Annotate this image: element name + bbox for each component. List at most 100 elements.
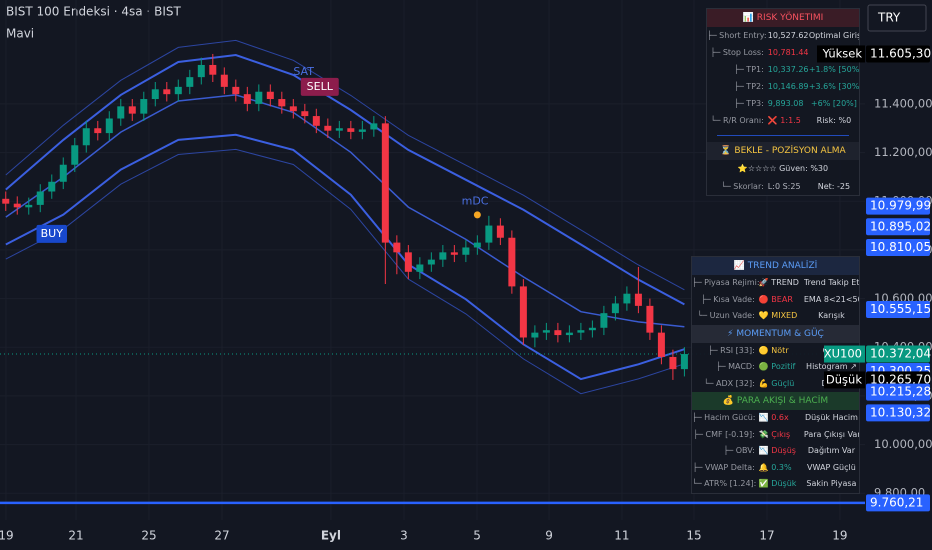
row-value: ✅ Düşük [758, 479, 797, 488]
panel-row: ├─ CMF [-0.19]: 💸 Çıkış Para Çıkışı Var [692, 427, 859, 444]
candle-body [358, 129, 366, 132]
row-note: Dağıtım Var [807, 446, 855, 455]
row-label: ├─ Hacim Gücü: [692, 413, 756, 422]
candle-body [634, 293, 642, 306]
candle-body [105, 118, 113, 134]
scores-row: └─ Skorlar: L:0 S:25 Net: -25 [707, 178, 859, 195]
candle-body [2, 198, 10, 204]
band-line [5, 53, 685, 306]
row-label: └─ R/R Oranı: [710, 116, 764, 125]
row-value: 🟡 Nötr [758, 345, 789, 355]
candle-body [623, 293, 631, 304]
candle-body [59, 164, 67, 182]
row-label: ├─ Piyasa Rejimi: [692, 278, 759, 287]
row-value: 9,893.08 [767, 99, 804, 108]
panel-row: ├─ Short Entry: 10,527.62 Optimal Giriş [707, 27, 859, 44]
confidence: ⭐☆☆☆☆ Güven: %30 [737, 164, 829, 173]
signal-label: SAT [293, 65, 314, 78]
row-note: Orta [822, 345, 841, 355]
candle-body [13, 203, 21, 208]
row-value: ❌ 1:1.5 [767, 116, 801, 125]
candle-body [531, 332, 539, 338]
candle-body [600, 313, 608, 328]
candle-body [289, 106, 297, 112]
row-value: 📉 0.6x [758, 413, 789, 422]
candle-body [36, 191, 44, 205]
row-note: DI- H [821, 378, 842, 388]
scores-cell: └─ Skorlar: [721, 182, 764, 191]
scores-cell: Net: -25 [817, 182, 851, 191]
panel-row: ├─ Kısa Vade:🔴 BEAR EMA 8<21<50 ✔ [692, 292, 859, 309]
signal-label: mDC [462, 195, 489, 208]
row-note: EMA 8<21<50 ✔ [803, 294, 859, 304]
row-value: 🔴 BEAR [758, 294, 793, 304]
candle-body [335, 128, 343, 131]
row-value: 📉 Düşüş [758, 446, 796, 455]
candle-body [657, 332, 665, 357]
panel-header: 📊 RISK YÖNETIMI [707, 9, 859, 27]
band-line [5, 39, 685, 291]
panel-row: ├─ RSI [33]: 🟡 Nötr Orta [692, 343, 859, 360]
row-value: 10,527.62 [767, 31, 809, 40]
panel-header: ⚡ MOMENTUM & GÜÇ [692, 324, 859, 343]
panel-row: ├─ Stop Loss: 10,781.44 Yüksek [707, 44, 859, 61]
panel-row: ├─ TP3: 9,893.08 +6% [20%] [707, 95, 859, 112]
candle-body [381, 123, 389, 243]
row-value: 🔔 0.3% [758, 462, 792, 472]
indicator-name: Mavi [6, 27, 34, 41]
candle-body [542, 330, 550, 333]
row-label: ├─ Stop Loss: [710, 48, 764, 57]
candle-body [151, 89, 159, 100]
chart-title: BIST 100 Endeksi · 4sa · BIST [6, 5, 181, 19]
candle-body [232, 86, 240, 95]
candle-body [404, 252, 412, 272]
candle-body [577, 330, 585, 333]
candle-body [347, 128, 355, 132]
row-label: ├─ CMF [-0.19]: [693, 429, 755, 439]
candle-body [94, 128, 102, 134]
candle-body [554, 330, 562, 336]
candle-body [163, 89, 171, 95]
panel-header: 📈 TREND ANALİZİ [692, 257, 859, 275]
row-label: ├─ OBV: [723, 446, 755, 455]
panel-row: ├─ Piyasa Rejimi: 🚀 TREND Trend Takip Et [692, 275, 859, 292]
panel-row: └─ ADX [32]: 💪 Güçlü DI- H [692, 376, 859, 393]
candle-body [140, 99, 148, 114]
row-value: 10,781.44 [767, 48, 809, 57]
candle-body [646, 305, 654, 333]
candle-body [416, 264, 424, 272]
row-value: 💛 MIXED [758, 311, 798, 320]
panel-header: 💰 PARA AKIŞI & HACİM [692, 392, 859, 410]
signal-dot [473, 211, 481, 219]
signal-box [300, 77, 339, 96]
row-note: Risk: %0 [816, 116, 852, 125]
candle-body [508, 237, 516, 287]
row-note: Para Çıkışı Var [803, 429, 859, 439]
panel-row: └─ R/R Oranı: ❌ 1:1.5 Risk: %0 [707, 112, 859, 129]
candle-body [82, 128, 90, 146]
panel-row: └─ Uzun Vade: 💛 MIXED Karışık [692, 308, 859, 325]
panel-row: ├─ Hacim Gücü: 📉 0.6x Düşük Hacim [692, 410, 859, 427]
row-label: ├─ Kısa Vade: [701, 294, 755, 304]
candle-body [301, 111, 309, 117]
candle-body [393, 242, 401, 253]
row-label: ├─ VWAP Delta: [692, 462, 755, 472]
candle-body [496, 225, 504, 238]
panel-row: └─ ATR% [1.24]: ✅ Düşük Sakin Piyasa [692, 476, 859, 493]
candle-body [680, 354, 688, 370]
candle-body [565, 332, 573, 336]
row-note: Yüksek [820, 48, 848, 57]
row-value: 🟢 Pozitif [758, 362, 796, 371]
row-label: ├─ RSI [33]: [707, 345, 755, 355]
row-label: ├─ TP1: [734, 65, 764, 74]
panel-row: ├─ TP2: 10,146.89 +3.6% [30%] [707, 78, 859, 95]
candle-body [220, 74, 228, 87]
candle-body [312, 116, 320, 126]
candle-body [174, 86, 182, 95]
candle-body [485, 225, 493, 243]
row-note: Sakin Piyasa [806, 479, 857, 488]
row-note: Karışık [818, 311, 845, 320]
row-note: +3.6% [30%] [808, 82, 859, 91]
row-note: Histogram ↗ [806, 362, 857, 371]
row-label: ├─ Short Entry: [707, 31, 767, 40]
